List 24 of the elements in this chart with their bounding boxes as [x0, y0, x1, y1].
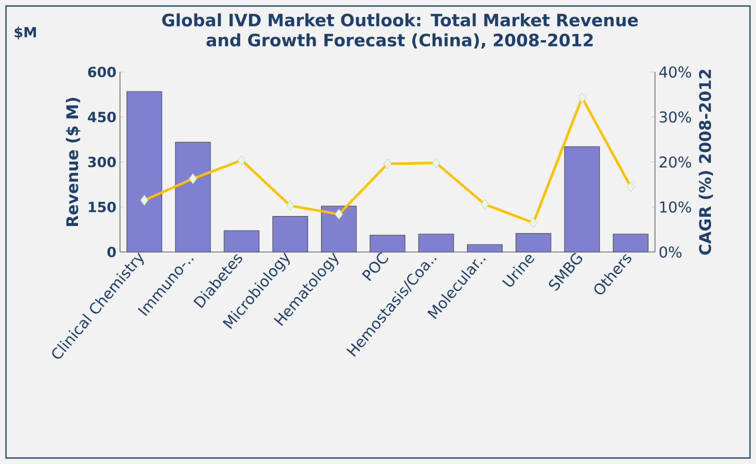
- y2-tick-label: 40%: [659, 66, 692, 78]
- y-tick-label: 450: [88, 112, 116, 122]
- bar: [126, 91, 162, 252]
- y-tick-label: 150: [88, 202, 116, 212]
- y-tick-label: 300: [88, 156, 116, 168]
- y-tick-label: 600: [88, 66, 116, 78]
- bar: [321, 206, 357, 252]
- bar: [564, 146, 600, 252]
- y2-tick-label: 0%: [660, 246, 682, 258]
- bar: [612, 234, 648, 252]
- bar: [418, 234, 454, 252]
- bar: [272, 216, 308, 252]
- y2-tick-label: 10%: [660, 201, 692, 213]
- y2-tick-label: 30%: [660, 111, 692, 123]
- y2-tick-label: 20%: [660, 156, 692, 168]
- bar: [516, 233, 552, 252]
- bar: [175, 142, 211, 252]
- chart-title: Global IVD Market Outlook: Total Market Revenue and Growth Forecast (China), 2008-2012: [162, 13, 638, 49]
- bar: [224, 230, 260, 252]
- bar: [370, 234, 406, 252]
- y2-axis-title: CAGR (%) 2008-2012: [698, 70, 713, 255]
- bar: [466, 244, 503, 252]
- text: $M: [14, 26, 36, 40]
- y-axis-title: Revenue ($ M): [66, 98, 80, 226]
